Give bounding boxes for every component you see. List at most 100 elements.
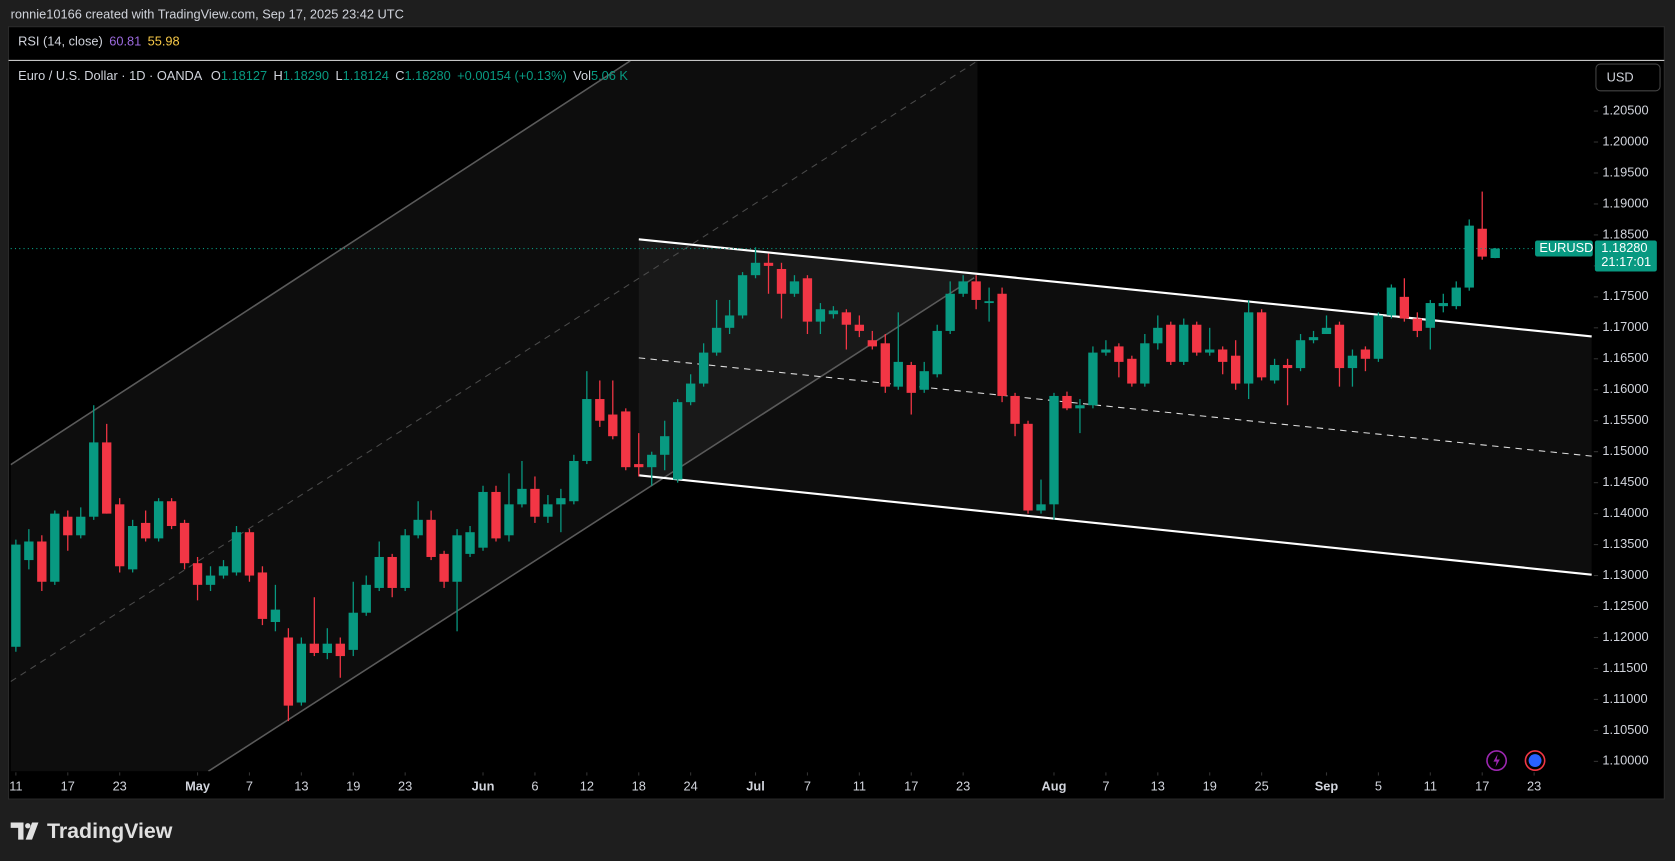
candle-body xyxy=(1451,287,1461,307)
candle-body xyxy=(569,460,579,502)
x-tick-label: 23 xyxy=(113,779,127,794)
candle-body xyxy=(140,522,151,539)
candle-body xyxy=(439,553,449,582)
candle-body xyxy=(893,361,903,387)
candle-body xyxy=(1205,349,1215,353)
candle-body xyxy=(685,383,696,403)
y-tick-label: 1.16500 xyxy=(1602,350,1648,365)
y-tick-label: 1.11500 xyxy=(1602,660,1647,675)
brand-logo: TradingView xyxy=(10,819,173,843)
candle-body xyxy=(24,541,34,561)
candle-body xyxy=(1230,355,1241,384)
y-tick-label: 1.20000 xyxy=(1602,133,1648,148)
x-tick-label: Sep xyxy=(1315,779,1339,794)
last-price-label: 1.18280 xyxy=(1601,240,1647,255)
channel-fill xyxy=(10,60,978,772)
author-line: ronnie10166 created with TradingView.com… xyxy=(11,6,404,21)
candle-body xyxy=(218,566,229,576)
candle-body xyxy=(153,501,164,539)
candle-body xyxy=(102,442,112,514)
candle-body xyxy=(958,281,968,294)
candle-body xyxy=(737,275,748,316)
candle-body xyxy=(517,488,527,505)
x-tick-label: 23 xyxy=(398,779,412,794)
x-tick-label: Jun xyxy=(472,779,495,794)
candle-body xyxy=(348,612,358,650)
symbol-tag xyxy=(1535,240,1593,257)
ohlc-value: 1.18280 xyxy=(405,68,451,83)
y-tick-label: 1.14500 xyxy=(1602,474,1648,489)
candle-body xyxy=(556,498,566,505)
candle-body xyxy=(698,352,709,384)
candle-body xyxy=(945,293,955,331)
indicator-name: RSI (14, close) xyxy=(18,34,103,49)
candle-body xyxy=(296,643,307,703)
candle-body xyxy=(1243,312,1254,384)
currency-button[interactable] xyxy=(1595,63,1661,92)
candle-body xyxy=(426,519,436,557)
candle-body xyxy=(127,526,138,570)
candle-body xyxy=(309,643,320,653)
brand: TradingView xyxy=(47,819,173,843)
candle-body xyxy=(166,501,177,527)
x-tick-label: 11 xyxy=(853,779,866,794)
candle-body xyxy=(322,643,332,653)
candle-body xyxy=(374,556,384,588)
event-icon[interactable] xyxy=(1524,750,1546,772)
x-tick-label: 7 xyxy=(246,779,253,794)
candle-body xyxy=(1218,349,1228,362)
x-tick-label: May xyxy=(185,779,211,794)
x-tick-label: 24 xyxy=(684,779,698,794)
channel-fill xyxy=(638,239,1592,575)
candle-body xyxy=(335,643,345,657)
y-tick-label: 1.19000 xyxy=(1602,195,1648,210)
x-tick-label: 23 xyxy=(1527,779,1541,794)
candle-body xyxy=(231,532,242,573)
currency[interactable]: USD xyxy=(1607,69,1634,84)
ohlc-value: 1.18290 xyxy=(283,68,329,83)
candle-body xyxy=(1321,327,1332,335)
candle-body xyxy=(1399,296,1410,319)
candle-body xyxy=(76,516,86,536)
indicator-value: 60.81 xyxy=(109,34,141,49)
candle-body xyxy=(50,513,60,582)
x-tick-label: 6 xyxy=(531,779,538,794)
y-tick-label: 1.10500 xyxy=(1602,722,1648,737)
event-icon[interactable] xyxy=(1486,750,1508,772)
candle-body xyxy=(971,281,981,300)
volume-label: Vol xyxy=(573,68,591,83)
volume: 5.06 K xyxy=(591,68,628,83)
x-tick-label: 5 xyxy=(1375,779,1382,794)
candle-body xyxy=(854,324,865,331)
y-tick-label: 1.12000 xyxy=(1602,629,1648,644)
logo-mark xyxy=(10,822,39,840)
symbol-legend: Euro / U.S. Dollar · 1D · OANDA O1.18127 H… xyxy=(18,68,628,83)
candle-body xyxy=(1153,327,1163,344)
candle-body xyxy=(1049,395,1059,505)
candle-body xyxy=(828,310,839,315)
ohlc-label: C xyxy=(395,68,404,83)
candle-body xyxy=(647,454,657,468)
y-tick-label: 1.16000 xyxy=(1602,381,1648,396)
candle-body xyxy=(711,327,722,353)
candle-body xyxy=(582,399,592,461)
candle-body xyxy=(400,535,410,588)
price-tag xyxy=(1594,240,1657,272)
candle-body xyxy=(880,343,890,387)
candle-body xyxy=(841,312,852,325)
ohlc-value: 1.18127 xyxy=(221,68,267,83)
axes: 1.205001.200001.195001.190001.185001.180… xyxy=(9,102,1657,794)
candle-body xyxy=(660,436,670,455)
candle-body xyxy=(1282,364,1293,369)
candle-body xyxy=(634,464,644,468)
candle-body xyxy=(1101,349,1111,353)
y-tick-label: 1.17000 xyxy=(1602,319,1648,334)
x-tick-label: 11 xyxy=(1424,779,1437,794)
candle-body xyxy=(452,535,462,582)
candle-body xyxy=(608,414,618,437)
candle-body xyxy=(1295,340,1306,369)
candle-body xyxy=(1114,346,1124,362)
candle-body xyxy=(621,411,631,468)
